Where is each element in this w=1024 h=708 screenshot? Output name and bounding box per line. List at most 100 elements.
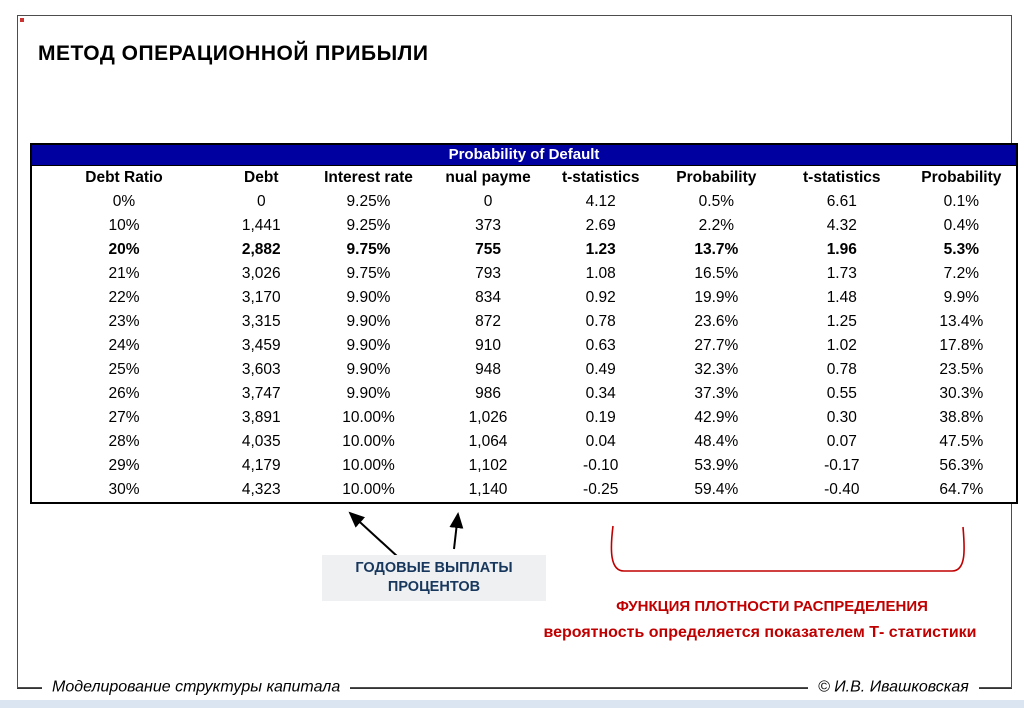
table-cell: 6.61 (826, 193, 857, 210)
table-row: 30% 4,323 10.00% 1,140 -0.25 59.4% -0.40 64.7% (32, 478, 1016, 502)
table-cell: 24% (108, 337, 140, 354)
table-cell: 872 (475, 313, 501, 330)
table-cell: 28% (108, 433, 140, 450)
table-header-row: Debt Ratio Debt Interest rate nual payme t-s… (32, 166, 1016, 190)
table-cell: 0.55 (826, 385, 857, 402)
table-header-cell: Probability (921, 169, 1002, 186)
table-cell: 948 (475, 361, 501, 378)
table-cell: 0.78 (826, 361, 857, 378)
table-row: 21% 3,026 9.75% 793 1.08 16.5% 1.73 7.2% (32, 262, 1016, 286)
table-cell: 27% (108, 409, 140, 426)
interest-payments-label: ГОДОВЫЕ ВЫПЛАТЫ ПРОЦЕНТОВ (322, 555, 546, 601)
table-header-cell: Interest rate (324, 169, 413, 186)
table-header-cell: nual payme (445, 169, 531, 186)
table-cell: 986 (475, 385, 501, 402)
table-row: 0% 0 9.25% 0 4.12 0.5% 6.61 0.1% (32, 190, 1016, 214)
table-cell: 0 (483, 193, 493, 210)
table-row: 23% 3,315 9.90% 872 0.78 23.6% 1.25 13.4% (32, 310, 1016, 334)
table-cell: 21% (108, 265, 140, 282)
table-cell: 4.32 (826, 217, 857, 234)
table-cell: 1.02 (826, 337, 857, 354)
table-cell: 1.73 (826, 265, 857, 282)
table-cell: 42.9% (694, 409, 739, 426)
table-cell: 13.4% (939, 313, 984, 330)
table-cell: 9.90% (346, 289, 391, 306)
table-cell: 22% (108, 289, 140, 306)
table-header-cell: Debt (244, 169, 279, 186)
table-cell: 0.4% (943, 217, 979, 234)
table-cell: 56.3% (939, 457, 984, 474)
table-cell: 2.69 (585, 217, 616, 234)
table-cell: -0.17 (824, 457, 860, 474)
table-header-cell: t-statistics (803, 169, 881, 186)
table-cell: 3,747 (241, 385, 281, 402)
table-cell: 10.00% (342, 433, 395, 450)
table-cell: 0.34 (585, 385, 616, 402)
table-cell: 1.25 (826, 313, 857, 330)
probability-of-default-table: Probability of Default Debt Ratio Debt Int… (30, 143, 1018, 504)
table-cell: 9.75% (346, 241, 391, 258)
table-cell: 0.04 (585, 433, 616, 450)
table-cell: 3,315 (241, 313, 281, 330)
table-cell: 30.3% (939, 385, 984, 402)
table-cell: 910 (475, 337, 501, 354)
table-row: 28% 4,035 10.00% 1,064 0.04 48.4% 0.07 47.5% (32, 430, 1016, 454)
table-cell: 793 (475, 265, 501, 282)
table-cell: 0.49 (585, 361, 616, 378)
table-cell: 0 (256, 193, 266, 210)
table-cell: 30% (108, 481, 140, 498)
table-row: 26% 3,747 9.90% 986 0.34 37.3% 0.55 30.3% (32, 382, 1016, 406)
table-cell: -0.25 (583, 481, 619, 498)
table-header-cell: t-statistics (561, 169, 640, 186)
table-cell: 0.5% (698, 193, 734, 210)
table-cell: 0.19 (585, 409, 616, 426)
table-row: 22% 3,170 9.90% 834 0.92 19.9% 1.48 9.9% (32, 286, 1016, 310)
table-cell: 9.75% (346, 265, 391, 282)
table-cell: 9.25% (346, 217, 391, 234)
table-cell: 4.12 (585, 193, 616, 210)
table-cell: -0.40 (824, 481, 860, 498)
interest-label-line1: ГОДОВЫЕ ВЫПЛАТЫ (355, 560, 513, 576)
table-cell: 9.90% (346, 385, 391, 402)
table-header-cell: Probability (676, 169, 757, 186)
table-cell: 20% (108, 241, 140, 258)
arrow-to-annual-payment-icon (449, 512, 464, 550)
table-cell: 0% (112, 193, 136, 210)
table-cell: 64.7% (939, 481, 984, 498)
table-cell: 3,603 (241, 361, 281, 378)
table-cell: 23% (108, 313, 140, 330)
table-cell: 1,140 (468, 481, 508, 498)
table-row: 25% 3,603 9.90% 948 0.49 32.3% 0.78 23.5% (32, 358, 1016, 382)
table-cell: 23.5% (939, 361, 984, 378)
table-cell: 26% (108, 385, 140, 402)
table-cell: 0.30 (826, 409, 857, 426)
table-cell: 59.4% (694, 481, 739, 498)
table-cell: 0.07 (826, 433, 857, 450)
table-cell: 7.2% (943, 265, 979, 282)
table-cell: 0.63 (585, 337, 616, 354)
table-cell: 1,441 (241, 217, 281, 234)
table-cell: 27.7% (694, 337, 739, 354)
table-cell: 4,323 (241, 481, 281, 498)
table-cell: 10.00% (342, 481, 395, 498)
table-cell: 834 (475, 289, 501, 306)
table-cell: 37.3% (694, 385, 739, 402)
table-cell: 755 (475, 241, 501, 258)
arrow-to-interest-rate-icon (348, 511, 399, 558)
table-cell: 10% (108, 217, 140, 234)
table-cell: 10.00% (342, 409, 395, 426)
table-cell: 1,064 (468, 433, 508, 450)
table-cell: 4,179 (241, 457, 281, 474)
table-row: 10% 1,441 9.25% 373 2.69 2.2% 4.32 0.4% (32, 214, 1016, 238)
footer-divider (17, 688, 1012, 689)
table-cell: 1.23 (585, 241, 616, 258)
footer-copyright: © И.В. Ивашковская (808, 678, 979, 697)
table-cell: 1,026 (468, 409, 508, 426)
table-cell: 16.5% (694, 265, 739, 282)
table-cell: 32.3% (694, 361, 739, 378)
table-cell: 4,035 (241, 433, 281, 450)
table-cell: 9.90% (346, 313, 391, 330)
table-row: 20% 2,882 9.75% 755 1.23 13.7% 1.96 5.3% (32, 238, 1016, 262)
table-cell: 373 (475, 217, 501, 234)
